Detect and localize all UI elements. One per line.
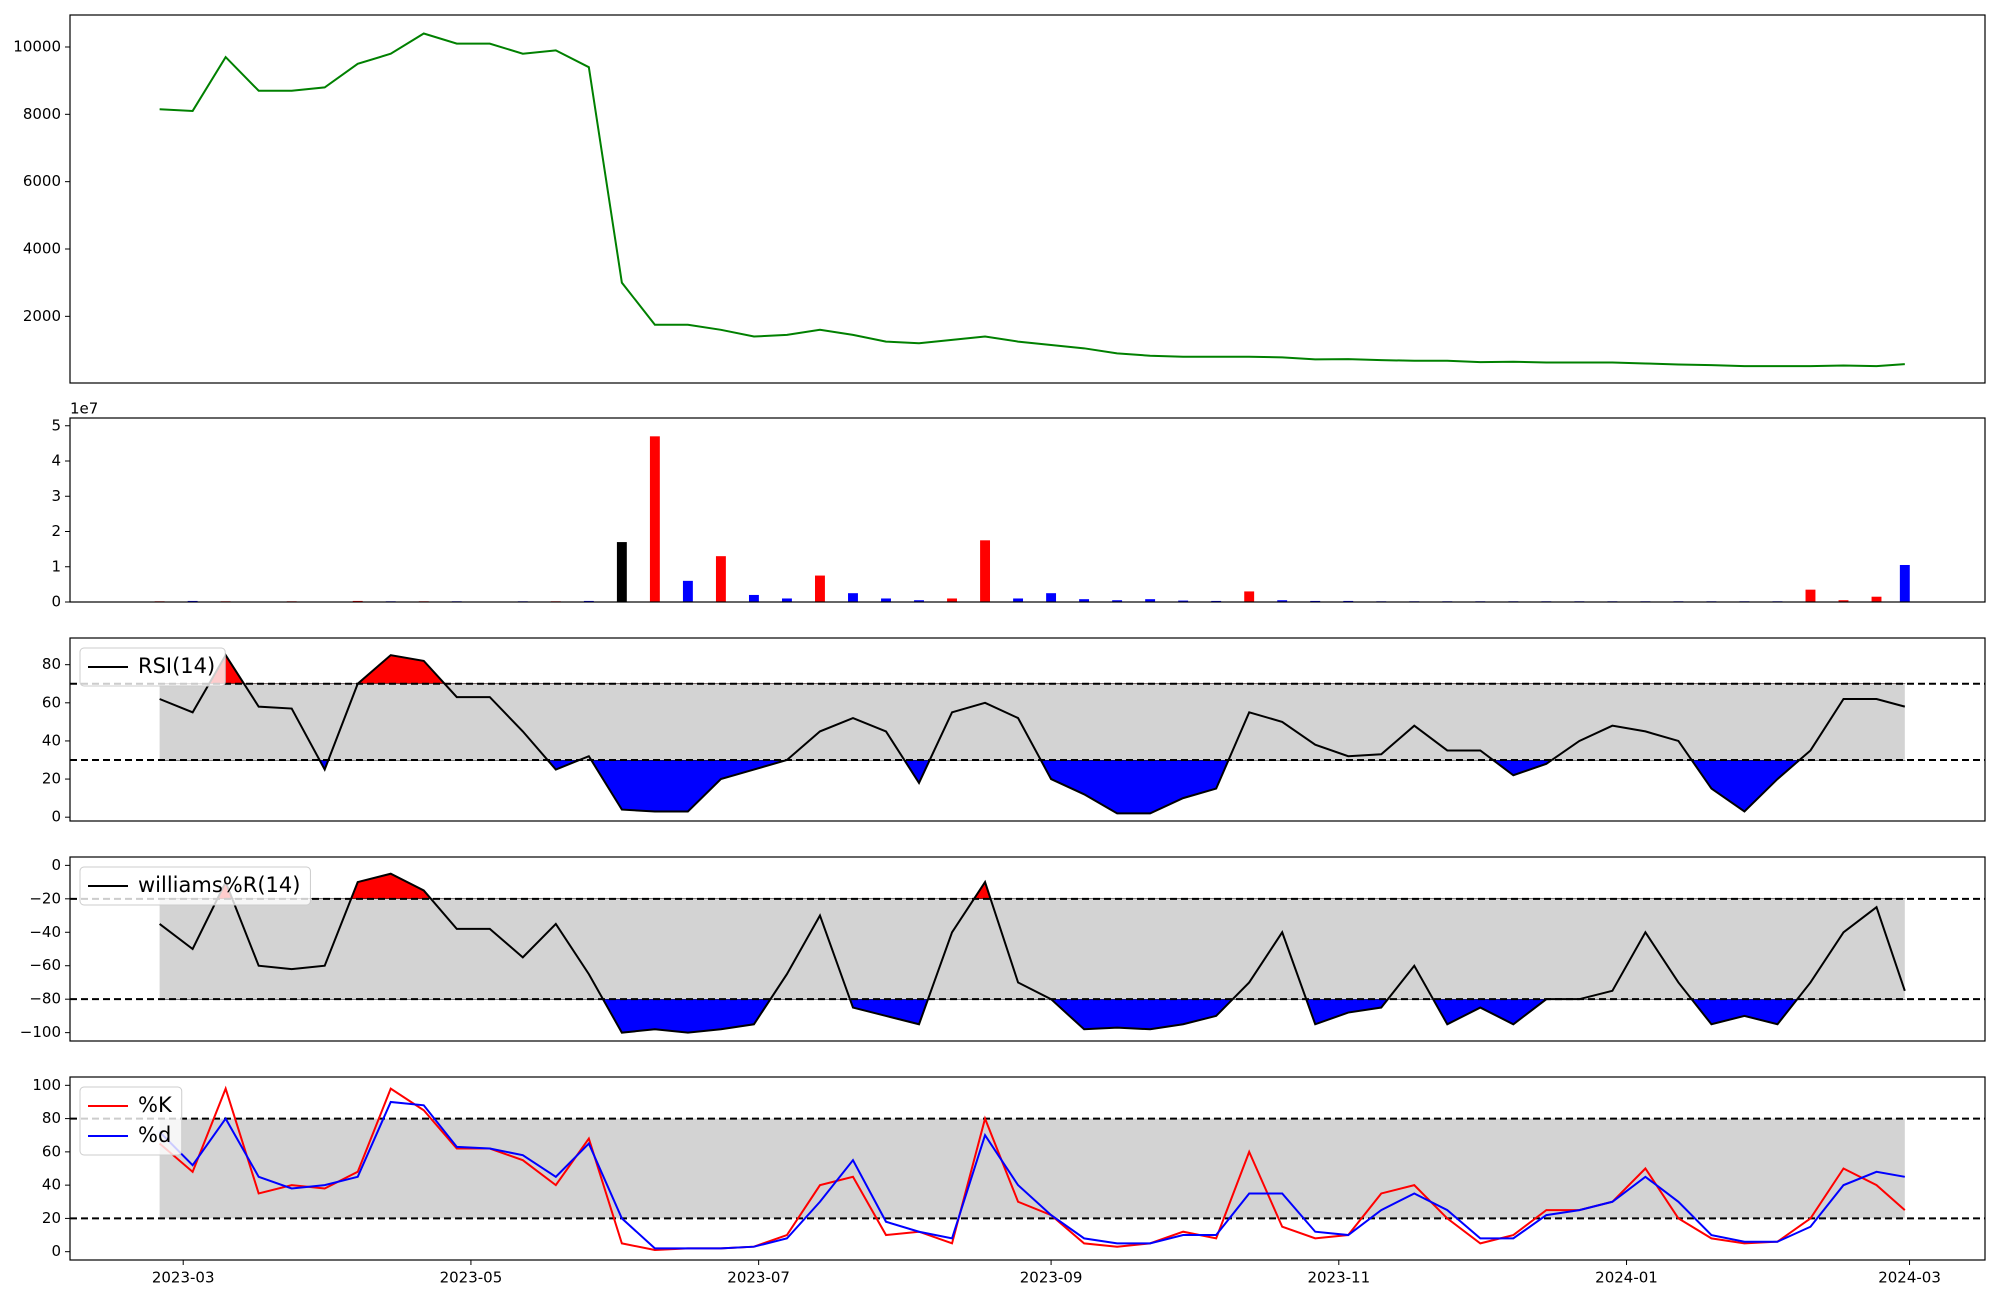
y-tick-label: 1 bbox=[51, 557, 61, 575]
line bbox=[159, 653, 1906, 815]
legend: RSI(14) bbox=[79, 647, 226, 687]
y-tick-label: 0 bbox=[51, 1242, 61, 1260]
y-tick-label: 3 bbox=[51, 487, 61, 505]
x-tick-label: 2023-09 bbox=[1020, 1269, 1083, 1287]
y-tick-label: 40 bbox=[42, 731, 61, 749]
y-tick-label: 6000 bbox=[23, 172, 61, 190]
bar bbox=[1013, 598, 1024, 602]
y-tick-label: 4 bbox=[51, 452, 61, 470]
bar bbox=[1277, 600, 1288, 602]
bar bbox=[1079, 599, 1090, 602]
legend: %K %d bbox=[79, 1086, 183, 1156]
line bbox=[159, 32, 1905, 368]
legend-label: williams%R(14) bbox=[138, 873, 300, 897]
bar bbox=[1244, 591, 1255, 602]
axes-frame bbox=[69, 856, 1986, 1042]
x-tick-label: 2023-03 bbox=[152, 1269, 215, 1287]
legend-box bbox=[79, 866, 311, 906]
axes-frame bbox=[69, 14, 1986, 384]
y-tick-label: −100 bbox=[20, 1023, 61, 1041]
bar bbox=[1899, 564, 1910, 602]
y-tick-label: −60 bbox=[29, 956, 61, 974]
y-tick-label: 0 bbox=[51, 593, 61, 611]
x-tick-label: 2024-03 bbox=[1878, 1269, 1941, 1287]
legend-box bbox=[79, 1086, 183, 1156]
bar bbox=[781, 598, 792, 602]
y-tick-label: 10000 bbox=[13, 37, 61, 55]
x-tick-label: 2023-11 bbox=[1307, 1269, 1370, 1287]
y-tick-label: −40 bbox=[29, 923, 61, 941]
threshold-band bbox=[159, 683, 1905, 760]
bar bbox=[1178, 600, 1189, 602]
threshold-band bbox=[159, 1118, 1905, 1219]
bar bbox=[914, 600, 924, 602]
line bbox=[158, 1100, 1905, 1250]
bar bbox=[881, 598, 891, 602]
y-tick-label: 0 bbox=[51, 856, 61, 874]
bar bbox=[980, 540, 991, 602]
bar bbox=[1871, 596, 1882, 602]
axes-frame bbox=[69, 1076, 1986, 1261]
bar bbox=[616, 542, 627, 602]
y-tick-label: 5 bbox=[51, 416, 61, 434]
y-tick-label: 2 bbox=[51, 522, 61, 540]
y-tick-label: 20 bbox=[42, 1209, 61, 1227]
bar bbox=[1112, 600, 1123, 602]
threshold-band bbox=[159, 898, 1905, 1000]
bar bbox=[947, 598, 957, 602]
bar bbox=[682, 580, 693, 602]
bar bbox=[715, 556, 726, 602]
bar bbox=[1046, 593, 1057, 602]
y-tick-label: 40 bbox=[42, 1176, 61, 1194]
y-tick-label: 20 bbox=[42, 770, 61, 788]
axes-frame bbox=[69, 637, 1986, 822]
y-tick-label: 80 bbox=[42, 1109, 61, 1127]
line bbox=[159, 872, 1906, 1034]
y-tick-label: −20 bbox=[29, 889, 61, 907]
bar bbox=[815, 575, 825, 602]
bar bbox=[649, 436, 660, 602]
legend-box bbox=[79, 647, 226, 687]
legend: williams%R(14) bbox=[79, 866, 311, 906]
bar bbox=[1145, 599, 1156, 602]
y-tick-label: 8000 bbox=[23, 105, 61, 123]
y-tick-label: 100 bbox=[32, 1076, 61, 1094]
y-tick-label: 2000 bbox=[23, 307, 61, 325]
axis-offset-label: 1e7 bbox=[70, 400, 98, 418]
bar bbox=[1838, 600, 1849, 602]
bar bbox=[1805, 589, 1816, 602]
legend-label: %K bbox=[138, 1093, 173, 1117]
y-tick-label: 60 bbox=[42, 1142, 61, 1160]
y-tick-label: −80 bbox=[29, 990, 61, 1008]
y-tick-label: 60 bbox=[42, 693, 61, 711]
legend-label: %d bbox=[138, 1123, 171, 1147]
bar bbox=[748, 594, 759, 602]
x-tick-label: 2023-07 bbox=[727, 1269, 790, 1287]
x-tick-label: 2024-01 bbox=[1595, 1269, 1658, 1287]
x-tick-label: 2023-05 bbox=[440, 1269, 503, 1287]
y-tick-label: 0 bbox=[51, 808, 61, 826]
y-tick-label: 4000 bbox=[23, 239, 61, 257]
axes-frame bbox=[69, 417, 1986, 603]
bar bbox=[848, 593, 858, 602]
line bbox=[158, 1085, 1906, 1252]
legend-label: RSI(14) bbox=[138, 654, 215, 678]
y-tick-label: 80 bbox=[42, 655, 61, 673]
